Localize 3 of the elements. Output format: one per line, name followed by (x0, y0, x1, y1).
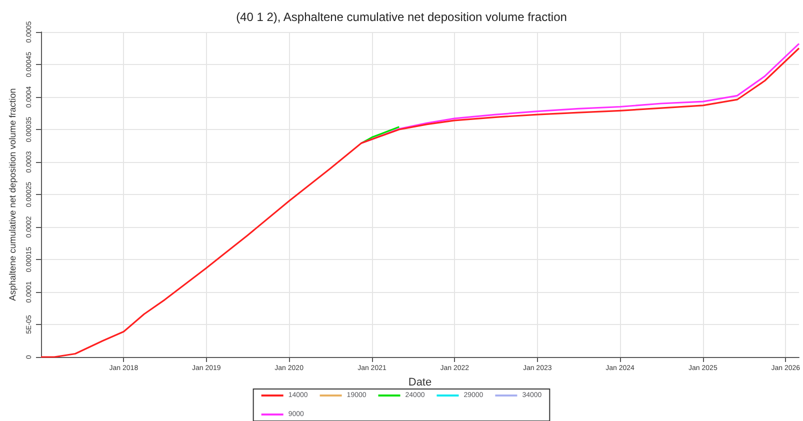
x-axis-title: Date (408, 376, 432, 388)
chart-title: (40 1 2), Asphaltene cumulative net deposition volume fraction (236, 10, 567, 24)
y-axis-title: Asphaltene cumulative net deposition volume fraction (8, 88, 18, 301)
